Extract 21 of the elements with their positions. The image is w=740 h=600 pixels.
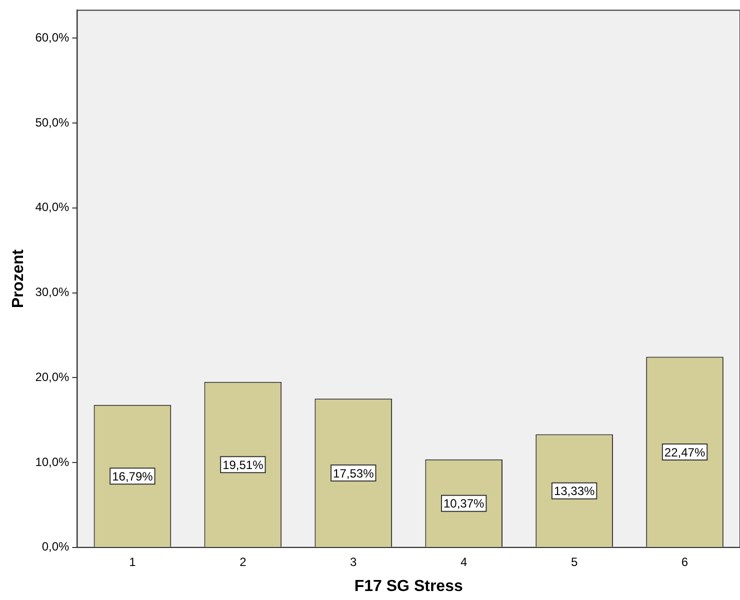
data-label: 10,37% [443, 496, 485, 511]
data-label: 17,53% [333, 466, 374, 480]
x-tick-label: 4 [460, 554, 468, 569]
x-tick-label: 5 [570, 554, 578, 569]
y-tick-label: 60,0% [35, 30, 70, 45]
x-axis-title: F17 SG Stress [354, 578, 463, 595]
y-axis-title: Prozent [10, 248, 28, 308]
y-tick-label: 50,0% [35, 115, 70, 130]
data-label: 16,79% [112, 469, 154, 484]
y-tick-label: 30,0% [35, 285, 70, 300]
data-label: 13,33% [554, 484, 595, 498]
x-tick-label: 3 [350, 554, 358, 569]
y-tick-label: 20,0% [35, 370, 70, 384]
x-tick-label: 2 [240, 554, 247, 569]
x-tick-label: 6 [681, 554, 688, 569]
data-label: 22,47% [664, 445, 706, 460]
y-tick-label: 10,0% [35, 454, 70, 469]
y-tick-label: 0,0% [42, 540, 70, 554]
x-tick-label: 1 [129, 554, 136, 569]
data-label: 19,51% [222, 458, 264, 472]
y-tick-label: 40,0% [35, 200, 70, 214]
